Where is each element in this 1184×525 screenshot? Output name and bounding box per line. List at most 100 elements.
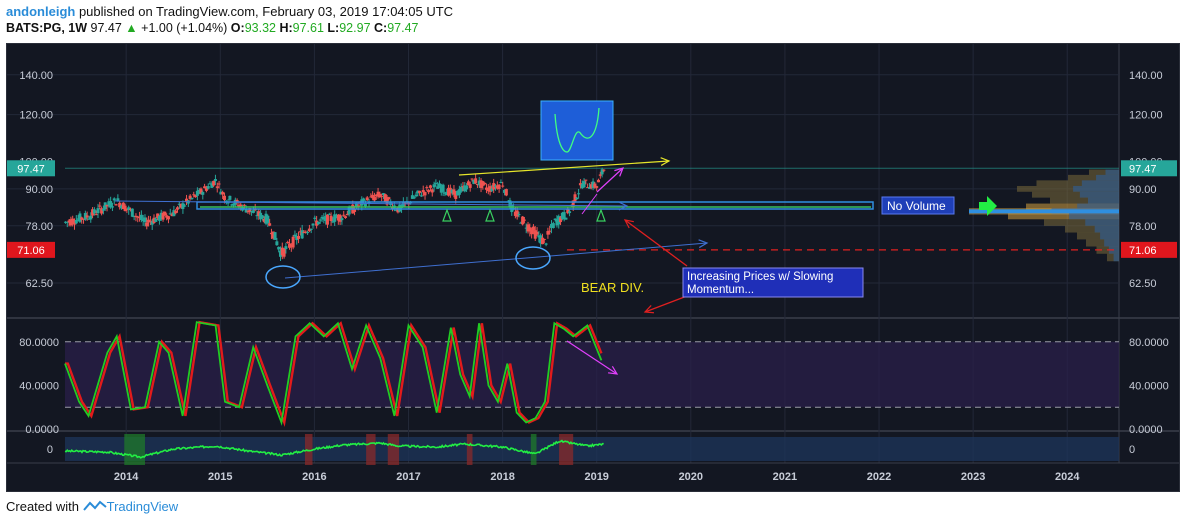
candle-body	[333, 214, 337, 222]
candle-body	[559, 217, 563, 223]
cup-icon	[554, 107, 600, 153]
axes: 140.00 140.00 120.00 120.00 90.00 90.00 78.00 7…	[7, 70, 1177, 483]
touch-triangle	[485, 208, 495, 222]
candle-body	[195, 190, 199, 196]
candle-body	[94, 214, 98, 216]
stochastic-d-line	[65, 320, 603, 428]
time-tick: 2018	[490, 471, 514, 483]
candle-body	[213, 178, 217, 182]
candle-body	[295, 236, 299, 241]
candle-body	[463, 185, 467, 192]
time-tick: 2024	[1055, 471, 1080, 483]
candle-body	[427, 190, 431, 193]
candle-body	[119, 205, 123, 209]
candle-body	[242, 204, 246, 206]
price-tick-left: 62.50	[25, 278, 53, 290]
candle-body	[168, 213, 172, 215]
candle-body	[201, 192, 205, 195]
candle-body	[499, 181, 503, 184]
candle-body	[497, 184, 501, 190]
momentum-line	[64, 439, 604, 459]
candle-body	[313, 217, 317, 219]
candle-body	[159, 212, 163, 219]
slowing-momentum-line2: Momentum...	[687, 284, 754, 296]
candle-body	[526, 224, 530, 232]
candle-body	[571, 200, 575, 207]
candle-body	[118, 202, 122, 208]
candle-body	[353, 208, 357, 212]
candle-body	[85, 215, 89, 218]
candle-body	[524, 227, 528, 229]
candle-body	[291, 236, 295, 248]
stochastic-divergence-arrowhead	[608, 365, 619, 375]
candle-body	[396, 207, 400, 213]
candle-body	[278, 250, 282, 257]
candle-body	[255, 215, 259, 217]
volume-profile	[969, 169, 1119, 262]
candle-body	[185, 198, 189, 202]
volume-poc-line	[969, 209, 1119, 214]
candle-body	[259, 212, 263, 220]
volume-profile-bar-up	[1077, 203, 1119, 210]
price-tick-right: 120.00	[1129, 110, 1163, 122]
candle-body	[73, 223, 77, 225]
candle-body	[143, 217, 147, 223]
volume-profile-bar-up	[1079, 191, 1119, 198]
candle-body	[103, 202, 107, 210]
candle-body	[300, 230, 304, 239]
volume-profile-bar	[1068, 174, 1119, 181]
candle-body	[533, 230, 537, 239]
candle-body	[385, 197, 389, 205]
candle-body	[501, 185, 505, 187]
stochastic-band-fill	[65, 341, 1119, 408]
candle-body	[454, 191, 458, 199]
candle-body	[474, 178, 478, 184]
slowing-momentum-line1: Increasing Prices w/ Slowing	[687, 271, 833, 283]
last-price-tag-right-text: 97.47	[1129, 163, 1157, 175]
touch-triangle	[596, 208, 606, 222]
candle-body	[134, 215, 138, 217]
candle-body	[78, 213, 82, 222]
candle-body	[383, 194, 387, 202]
candle-body	[439, 187, 443, 193]
candle-body	[564, 217, 568, 220]
chart-area[interactable]: No Volume BEAR DIV. Increasing Prices w/ S…	[6, 43, 1180, 492]
candle-body	[302, 232, 306, 234]
candle-body	[175, 207, 179, 210]
candle-body	[269, 232, 273, 235]
price-tick-right: 140.00	[1129, 70, 1163, 82]
candle-body	[89, 215, 93, 220]
candle-body	[519, 222, 523, 224]
resistance-trendline	[458, 160, 670, 176]
candle-body	[257, 211, 261, 216]
level-tag-right	[1121, 241, 1177, 258]
tradingview-brand[interactable]: TradingView	[106, 499, 179, 514]
candle-body	[280, 247, 284, 256]
time-tick: 2014	[114, 471, 139, 483]
candle-body	[494, 185, 498, 187]
tradingview-logo-icon[interactable]	[82, 499, 107, 514]
candle-body	[110, 206, 114, 208]
candle-body	[157, 215, 161, 221]
candle-body	[468, 184, 472, 188]
candle-body	[320, 216, 324, 219]
candle-body	[465, 185, 469, 190]
volume-profile-bar-up	[1087, 197, 1119, 204]
volume-profile-bar	[1044, 219, 1119, 226]
candle-body	[230, 204, 234, 206]
volume-profile-bar	[1036, 180, 1119, 187]
stochastic-background	[65, 341, 1119, 408]
author-link[interactable]: andonleigh	[6, 4, 76, 19]
candle-body	[311, 223, 315, 226]
candle-body	[550, 223, 554, 228]
chart-canvas[interactable]: No Volume BEAR DIV. Increasing Prices w/ S…	[7, 44, 1179, 491]
time-tick: 2021	[773, 471, 797, 483]
volume-profile-bar-up	[1081, 180, 1119, 187]
volume-profile-bar	[1107, 253, 1119, 262]
volume-profile-bar	[1065, 225, 1119, 233]
candle-body	[206, 186, 210, 189]
stochastic-tick-right: 40.0000	[1129, 380, 1169, 392]
candle-body	[428, 185, 432, 188]
candle-body	[472, 179, 476, 184]
candle-body	[344, 216, 348, 218]
